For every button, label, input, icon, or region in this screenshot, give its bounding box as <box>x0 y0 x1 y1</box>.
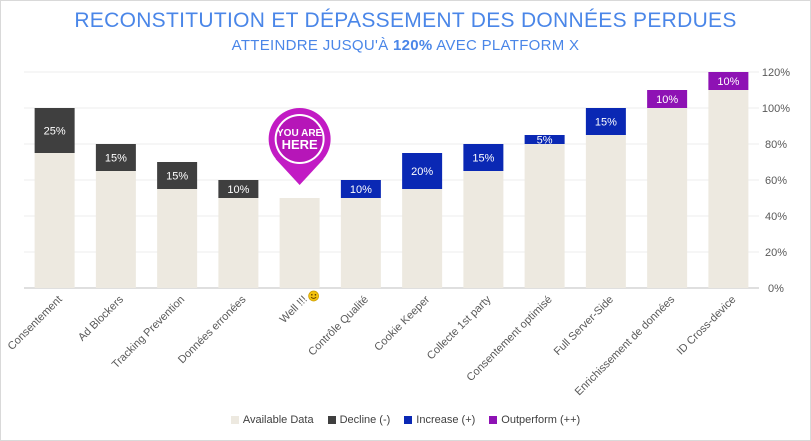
legend-swatch-increase <box>404 416 413 424</box>
bar-segment-available <box>585 135 626 288</box>
bar-segment-available <box>279 198 320 288</box>
legend-label-available: Available Data <box>242 414 314 426</box>
bar-segment-available <box>218 198 259 288</box>
x-tick-label: Collecte 1st party <box>425 293 494 362</box>
bar-segment-available <box>402 189 443 288</box>
y-tick-label: 100% <box>762 103 790 115</box>
legend: Available Data Decline (-) Increase (+) … <box>0 414 811 426</box>
smiley-mouth-icon <box>310 296 317 299</box>
legend-item-available: Available Data <box>230 414 314 426</box>
data-label: 10% <box>350 184 372 196</box>
y-tick-label: 20% <box>765 247 787 259</box>
marker-line-1: YOU ARE <box>277 128 323 139</box>
data-label: 15% <box>595 117 617 129</box>
bar-segment-outperform <box>647 90 688 108</box>
y-tick-label: 120% <box>762 67 790 79</box>
legend-swatch-outperform <box>489 416 498 424</box>
x-tick-label: Enrichissement de données <box>573 293 678 398</box>
location-pin-center <box>276 116 323 162</box>
data-label: 20% <box>411 166 433 178</box>
data-label: 5% <box>537 135 553 147</box>
smiley-icon <box>308 290 319 302</box>
x-tick-label: Ad Blockers <box>76 293 126 343</box>
data-label: 25% <box>44 126 66 138</box>
bar-segment-available <box>647 108 688 288</box>
x-tick-label: ID Cross-device <box>675 294 739 358</box>
bar-segment-increase <box>585 108 626 135</box>
x-tick-label: Well !!! <box>278 294 310 326</box>
bar-segment-increase <box>524 135 565 144</box>
y-tick-label: 0% <box>768 283 784 295</box>
chart-title: RECONSTITUTION ET DÉPASSEMENT DES DONNÉE… <box>74 9 737 32</box>
legend-item-decline: Decline (-) <box>327 414 391 426</box>
legend-item-outperform: Outperform (++) <box>489 414 580 426</box>
y-tick-label: 60% <box>765 175 787 187</box>
subtitle-highlight: 120% <box>392 37 433 54</box>
legend-label-increase: Increase (+) <box>416 414 476 426</box>
chart-subtitle: ATTEINDRE JUSQU'À 120% AVEC PLATFORM X <box>0 37 811 54</box>
bar-segment-increase <box>402 153 443 189</box>
legend-item-increase: Increase (+) <box>404 414 475 426</box>
data-label: 15% <box>472 153 494 165</box>
legend-swatch-decline <box>327 416 336 424</box>
legend-swatch-available <box>230 416 239 424</box>
x-tick-label: Données erronées <box>176 293 249 366</box>
marker-line-2: HERE <box>282 137 318 152</box>
x-tick-label: Contrôle Qualité <box>306 294 371 359</box>
bar-segment-outperform <box>708 72 749 90</box>
bar-segment-decline <box>34 108 75 153</box>
bar-segment-decline <box>157 162 198 189</box>
smiley-eye-icon <box>311 294 313 296</box>
bar-segment-available <box>340 198 381 288</box>
data-label: 10% <box>227 184 249 196</box>
bar-segment-available <box>708 90 749 288</box>
smiley-eye-icon <box>314 294 317 296</box>
x-tick-label: Cookie Keeper <box>372 293 432 353</box>
bar-segment-increase <box>463 144 504 171</box>
legend-label-decline: Decline (-) <box>339 414 391 426</box>
legend-label-outperform: Outperform (++) <box>501 414 581 426</box>
bar-segment-available <box>524 144 565 288</box>
bar-segment-available <box>463 171 504 288</box>
bar-segment-available <box>34 153 75 288</box>
data-label: 10% <box>717 76 739 88</box>
data-label: 10% <box>656 94 678 106</box>
bar-segment-increase <box>340 180 381 198</box>
data-label: 15% <box>105 153 127 165</box>
y-tick-label: 40% <box>765 211 787 223</box>
subtitle-suffix: AVEC PLATFORM X <box>432 37 580 54</box>
data-label: 15% <box>166 171 188 183</box>
subtitle-prefix: ATTEINDRE JUSQU'À <box>231 37 393 54</box>
x-tick-label: Consentement <box>6 294 65 353</box>
bar-segment-decline <box>218 180 259 198</box>
bar-segment-decline <box>95 144 136 171</box>
bar-segment-available <box>95 171 136 288</box>
x-tick-label: Full Server-Side <box>552 294 616 358</box>
y-tick-label: 80% <box>765 139 787 151</box>
bar-segment-available <box>157 189 198 288</box>
